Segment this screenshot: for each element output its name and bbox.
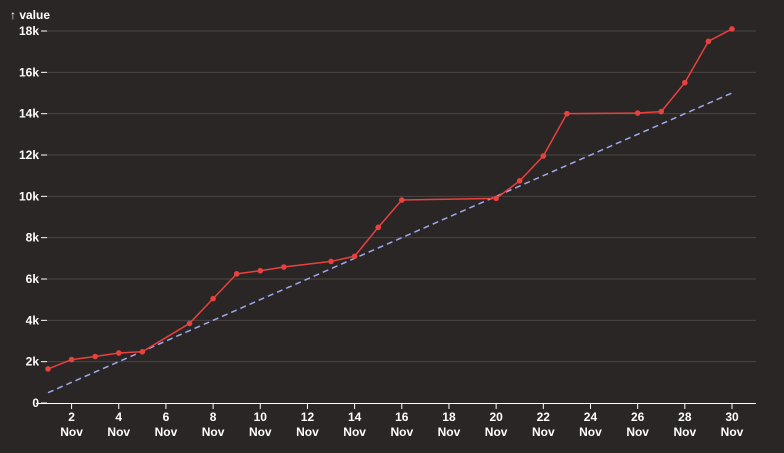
series-0-point-16 (540, 153, 547, 159)
x-tick-day-0: 2 (68, 410, 75, 424)
y-tick-label-4: 8k (26, 231, 40, 245)
series-0-point-12 (375, 224, 382, 231)
series-0-point-20 (682, 79, 688, 86)
x-tick-month-12: Nov (626, 425, 649, 439)
series-0-point-15 (516, 178, 523, 184)
x-tick-month-10: Nov (532, 425, 555, 439)
series-0-point-2 (92, 353, 98, 360)
x-tick-month-0: Nov (60, 425, 83, 439)
series-0 (45, 26, 735, 372)
y-tick-label-1: 2k (26, 355, 40, 369)
x-tick-month-13: Nov (673, 425, 696, 439)
series-0-point-18 (634, 110, 641, 116)
series-0-point-17 (564, 110, 570, 117)
y-tick-label-3: 6k (26, 272, 40, 286)
x-tick-day-9: 20 (489, 410, 503, 424)
x-tick-month-14: Nov (721, 425, 744, 439)
series-0-point-8 (257, 267, 264, 274)
x-tick-day-8: 18 (442, 410, 456, 424)
series-0-point-0 (45, 366, 51, 372)
x-tick-day-2: 6 (163, 410, 170, 424)
series-0-point-13 (398, 197, 405, 203)
x-tick-day-7: 16 (395, 410, 409, 424)
x-tick-month-3: Nov (202, 425, 225, 439)
x-tick-month-7: Nov (390, 425, 413, 439)
series-0-point-6 (210, 295, 216, 302)
series-0-point-4 (139, 348, 146, 355)
x-tick-month-11: Nov (579, 425, 602, 439)
x-tick-day-13: 28 (678, 410, 692, 424)
y-tick-label-5: 10k (19, 189, 39, 203)
series (45, 26, 735, 394)
y-axis-label: ↑ value (10, 8, 50, 22)
y-axis: 0 2k 4k 6k 8k 10k 12k 14k 16k 18k (19, 24, 47, 410)
series-0-line (47, 28, 733, 370)
x-tick-day-6: 14 (348, 410, 362, 424)
x-tick-month-6: Nov (343, 425, 366, 439)
x-tick-day-12: 26 (631, 410, 645, 424)
y-tick-label-0: 0 (32, 396, 39, 410)
series-1-line (47, 92, 733, 394)
y-tick-label-9: 18k (19, 24, 39, 38)
y-tick-label-7: 14k (19, 107, 39, 121)
x-tick-month-9: Nov (485, 425, 508, 439)
series-0-point-10 (328, 258, 334, 265)
series-0-point-5 (186, 320, 193, 327)
series-0-point-14 (493, 195, 499, 202)
x-tick-day-4: 10 (254, 410, 268, 424)
y-tick-label-8: 16k (19, 65, 39, 79)
x-tick-day-3: 8 (210, 410, 217, 424)
series-0-point-21 (705, 38, 712, 45)
x-axis: 2Nov4Nov6Nov8Nov10Nov12Nov14Nov16Nov18No… (36, 403, 756, 439)
series-0-point-11 (351, 253, 358, 260)
series-0-point-3 (115, 350, 122, 356)
series-0-point-22 (729, 26, 735, 32)
series-0-point-1 (68, 356, 75, 363)
x-tick-day-11: 24 (584, 410, 598, 424)
series-1 (47, 92, 733, 394)
x-tick-month-2: Nov (155, 425, 178, 439)
x-tick-day-5: 12 (301, 410, 315, 424)
y-tick-label-6: 12k (19, 148, 39, 162)
x-tick-month-4: Nov (249, 425, 272, 439)
series-0-point-19 (658, 108, 665, 115)
series-0-point-7 (233, 271, 240, 277)
x-tick-month-1: Nov (107, 425, 130, 439)
x-tick-month-8: Nov (438, 425, 461, 439)
series-0-point-9 (281, 264, 287, 270)
x-tick-day-14: 30 (725, 410, 739, 424)
gridlines (46, 30, 756, 363)
x-tick-day-1: 4 (115, 410, 122, 424)
x-tick-day-10: 22 (537, 410, 551, 424)
y-tick-label-2: 4k (26, 313, 40, 327)
x-tick-month-5: Nov (296, 425, 319, 439)
